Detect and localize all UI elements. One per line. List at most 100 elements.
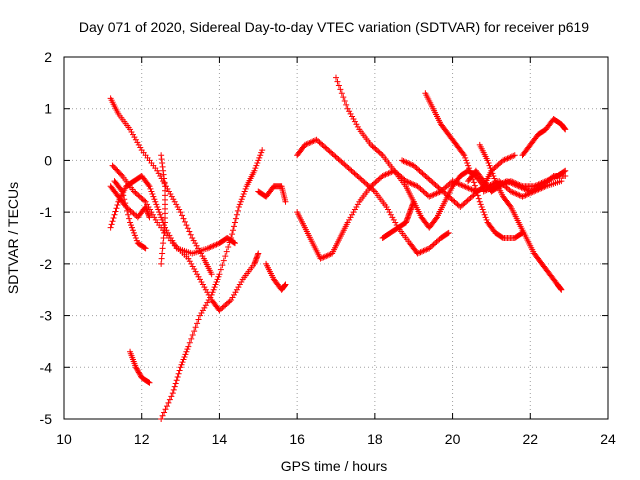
data-point: [495, 161, 502, 168]
plot-frame: [63, 56, 609, 420]
data-point: [430, 191, 437, 198]
data-point: [392, 219, 399, 226]
data-point: [420, 188, 427, 195]
data-point: [208, 271, 215, 278]
data-point: [490, 172, 497, 179]
y-tick-label: 0: [44, 152, 52, 168]
data-point: [341, 97, 348, 104]
data-point: [193, 242, 200, 249]
data-point: [510, 189, 517, 196]
data-point: [562, 126, 569, 133]
data-point: [375, 176, 382, 183]
data-point: [138, 194, 145, 201]
data-point: [146, 214, 153, 221]
data-point: [184, 346, 191, 353]
data-point: [383, 203, 390, 210]
data-point: [479, 184, 486, 191]
data-point: [129, 131, 136, 138]
data-point: [483, 216, 490, 223]
data-point: [154, 203, 161, 210]
data-point: [171, 198, 178, 205]
data-point: [154, 167, 161, 174]
data-point: [460, 201, 467, 208]
data-point: [399, 157, 406, 164]
data-point: [179, 359, 186, 366]
series-arc-g: [127, 348, 153, 386]
data-point: [155, 170, 162, 177]
data-point: [253, 162, 260, 169]
data-point: [242, 185, 249, 192]
data-point: [303, 141, 310, 148]
data-point: [304, 140, 311, 147]
data-point: [122, 200, 129, 207]
data-point: [407, 161, 414, 168]
data-point: [467, 185, 474, 192]
data-point: [410, 181, 417, 188]
data-point: [336, 157, 343, 164]
data-point: [376, 175, 383, 182]
data-point: [161, 229, 168, 236]
data-point: [124, 207, 131, 214]
data-point: [503, 156, 509, 163]
data-point: [282, 198, 289, 205]
data-point: [343, 101, 350, 108]
data-point: [442, 184, 449, 191]
data-point: [167, 235, 174, 241]
data-point: [127, 126, 134, 133]
data-point: [131, 232, 138, 239]
y-tick-label: 2: [44, 49, 52, 65]
data-point: [384, 206, 391, 213]
data-point: [130, 210, 137, 217]
data-point: [450, 197, 457, 204]
data-point: [429, 242, 436, 249]
data-point: [163, 403, 170, 410]
data-point: [426, 193, 433, 200]
data-point: [118, 187, 125, 194]
data-point: [170, 386, 177, 393]
data-point: [187, 231, 194, 238]
data-point: [195, 316, 202, 323]
data-point: [480, 209, 487, 216]
data-point: [339, 160, 346, 167]
data-point: [410, 162, 417, 169]
data-point: [351, 206, 358, 213]
data-point: [158, 214, 165, 221]
data-point: [209, 289, 216, 296]
data-point: [444, 230, 451, 237]
data-point: [423, 246, 430, 253]
data-point: [156, 209, 163, 216]
data-point: [132, 235, 139, 241]
data-point: [456, 181, 463, 188]
data-point: [226, 239, 233, 246]
data-point: [505, 154, 512, 161]
data-point: [496, 183, 503, 190]
data-point: [501, 156, 508, 163]
data-point: [435, 189, 441, 196]
data-point: [551, 174, 558, 181]
data-point: [192, 324, 199, 331]
data-point: [238, 196, 245, 203]
data-point: [134, 139, 141, 146]
data-point: [232, 289, 239, 296]
data-point: [123, 203, 130, 210]
data-point: [445, 181, 452, 188]
data-point: [452, 200, 459, 207]
data-point: [390, 216, 397, 223]
data-point: [195, 273, 202, 280]
data-point: [372, 179, 379, 186]
chart-title: Day 071 of 2020, Sidereal Day-to-day VTE…: [79, 19, 589, 35]
data-point: [181, 218, 188, 225]
data-point: [535, 181, 542, 188]
data-point: [142, 198, 149, 205]
data-point: [389, 214, 396, 221]
data-point: [176, 367, 183, 374]
data-point: [357, 175, 364, 182]
data-point: [351, 118, 358, 125]
data-point: [426, 245, 433, 252]
data-point: [118, 171, 125, 178]
data-point: [301, 141, 308, 148]
data-point: [229, 294, 236, 301]
data-point: [350, 169, 356, 176]
data-point: [119, 188, 126, 195]
data-point: [335, 82, 342, 89]
